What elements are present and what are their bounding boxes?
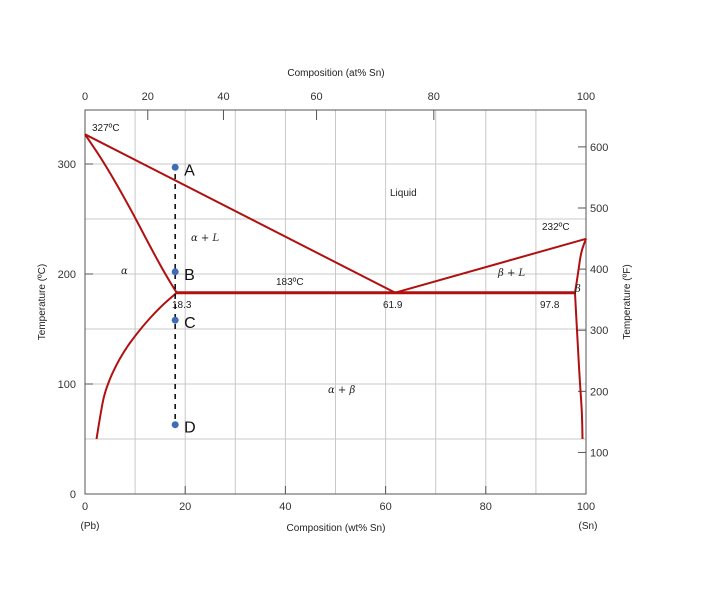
alpha-limit-label: 18.3 [172, 300, 192, 311]
bottom-tick-label: 100 [577, 501, 595, 513]
left-tick-label: 100 [58, 379, 76, 391]
alpha-solidus-line [84, 133, 178, 294]
top-tick-label: 80 [428, 91, 440, 103]
sn-melting-label: 232ºC [542, 222, 570, 233]
beta-plus-liquid-label: β + L [497, 268, 526, 279]
bottom-tick-label: 80 [480, 501, 492, 513]
eutectic-comp-label: 61.9 [383, 300, 403, 311]
alpha-region-label: α [121, 266, 128, 277]
point-c [171, 316, 179, 324]
composition-points: A B C D [171, 162, 196, 437]
right-tick-label: 100 [590, 447, 608, 459]
point-b-label: B [184, 267, 195, 284]
point-b [171, 268, 179, 276]
eutectic-temp-label: 183ºC [276, 277, 304, 288]
axis-ticks: 0 20 40 60 80 100 0 20 40 60 80 100 0 100 200 300 100 200… [58, 91, 609, 513]
labels: Composition (at% Sn) Composition (wt% Sn… [37, 68, 633, 534]
top-tick-label: 100 [577, 91, 595, 103]
left-tick-label: 200 [58, 269, 76, 281]
point-d [171, 421, 179, 429]
bottom-tick-label: 60 [379, 501, 391, 513]
pb-label: (Pb) [81, 521, 100, 532]
phase-boundaries [84, 133, 587, 440]
right-tick-label: 500 [590, 203, 608, 215]
plot-frame [84, 109, 587, 495]
alpha-solvus-line [95, 291, 178, 440]
point-d-label: D [184, 420, 196, 437]
right-tick-label: 400 [590, 264, 608, 276]
liquid-region-label: Liquid [390, 188, 417, 199]
point-a [171, 163, 179, 171]
beta-limit-label: 97.8 [540, 300, 560, 311]
right-axis-title: Temperature (ºF) [622, 264, 633, 339]
right-tick-label: 600 [590, 142, 608, 154]
point-c-label: C [184, 315, 196, 332]
beta-region-label: β [574, 284, 581, 295]
beta-solidus-line [573, 238, 587, 293]
bottom-tick-label: 0 [82, 501, 88, 513]
left-axis-title: Temperature (ºC) [37, 264, 48, 340]
top-axis-title: Composition (at% Sn) [287, 68, 384, 79]
point-a-label: A [184, 162, 195, 179]
pb-melting-label: 327ºC [92, 123, 120, 134]
grid [85, 110, 586, 494]
bottom-axis-title: Composition (wt% Sn) [287, 523, 386, 534]
sn-label: (Sn) [579, 521, 598, 532]
right-tick-label: 200 [590, 386, 608, 398]
right-tick-label: 300 [590, 325, 608, 337]
top-tick-label: 20 [142, 91, 154, 103]
top-tick-label: 60 [310, 91, 322, 103]
alpha-plus-beta-label: α + β [328, 385, 355, 396]
bottom-tick-label: 40 [279, 501, 291, 513]
top-tick-label: 0 [82, 91, 88, 103]
left-tick-label: 0 [70, 489, 76, 501]
beta-solvus-line [573, 292, 584, 440]
top-tick-label: 40 [217, 91, 229, 103]
left-tick-label: 300 [58, 159, 76, 171]
bottom-tick-label: 20 [179, 501, 191, 513]
alpha-plus-liquid-label: α + L [191, 233, 219, 244]
